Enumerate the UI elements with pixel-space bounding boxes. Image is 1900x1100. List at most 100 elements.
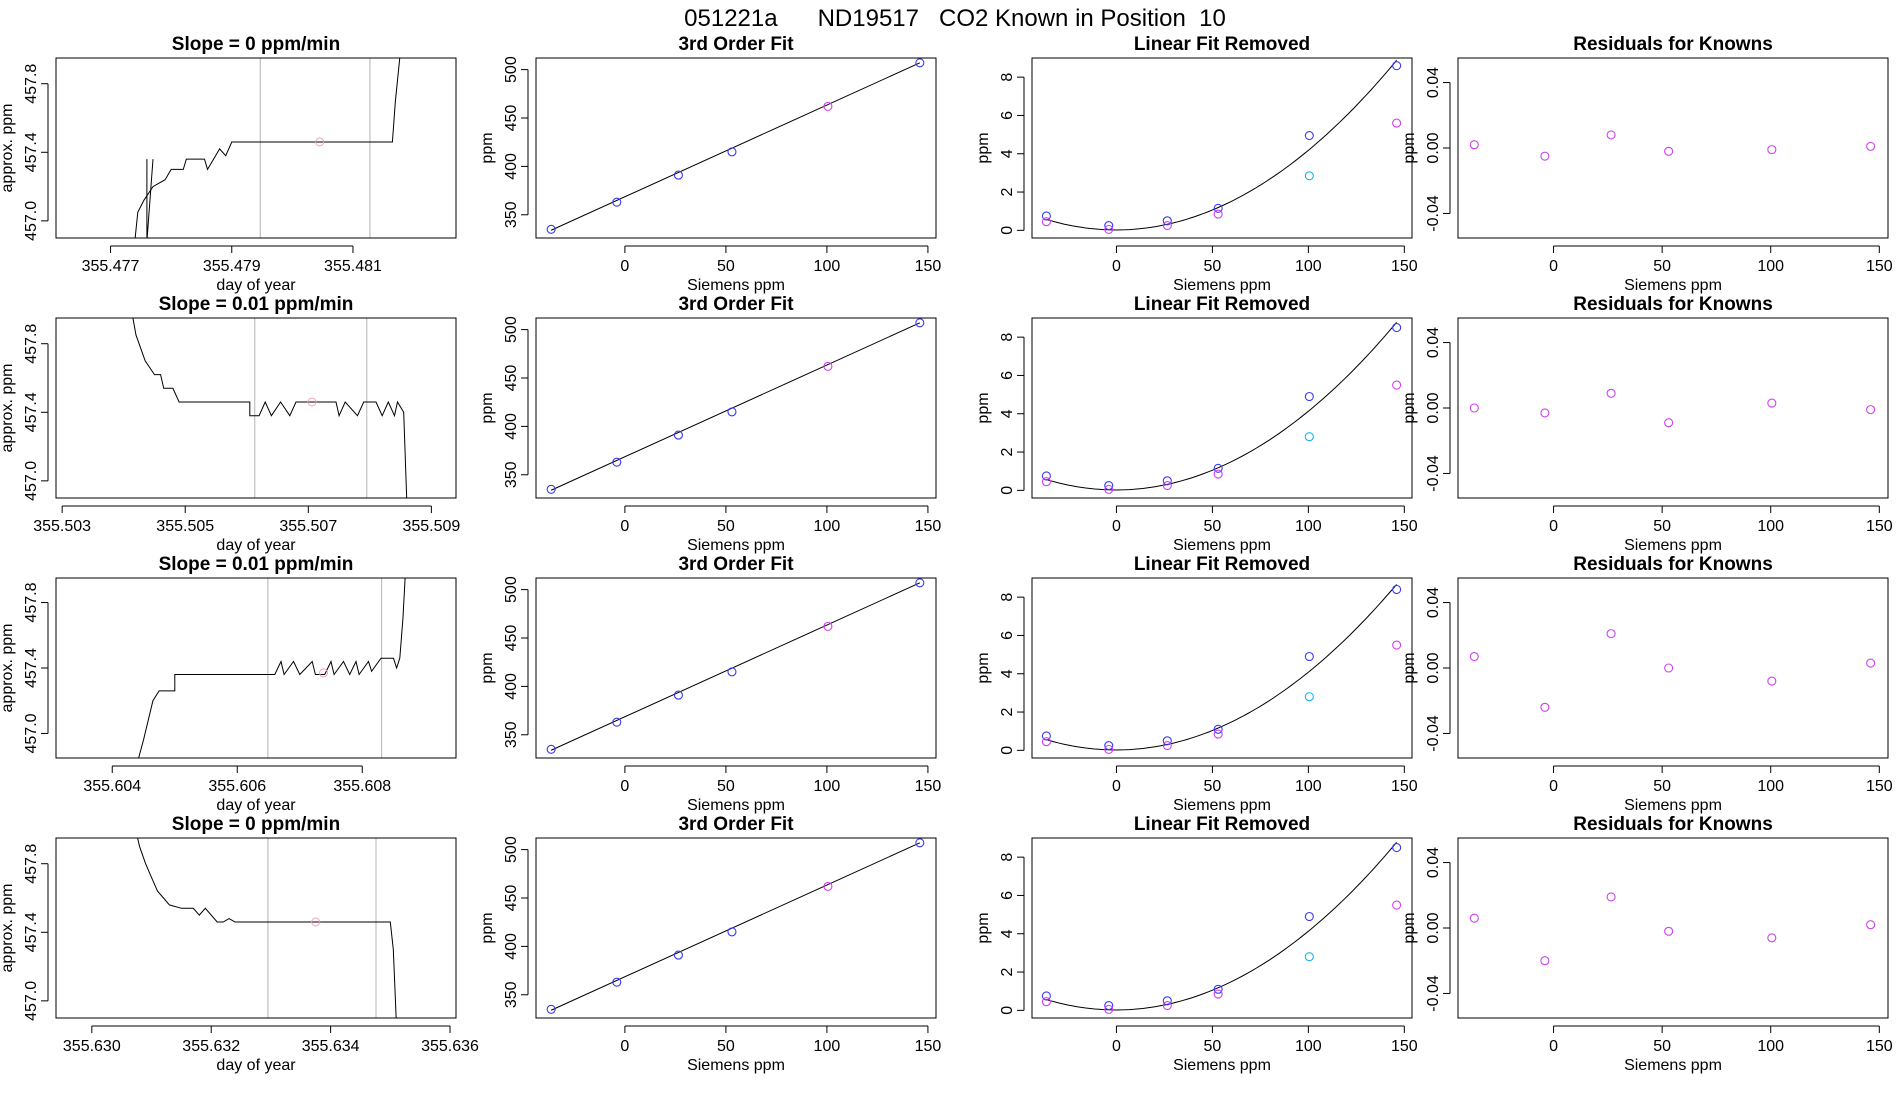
- y-tick-label: 450: [503, 885, 520, 912]
- panel-r1c1: Slope = 0 ppm/min 355.477 355.479 355.481 da…: [0, 34, 457, 294]
- y-axis-label: ppm: [975, 912, 992, 943]
- data-point: [823, 621, 833, 631]
- data-point: [1304, 432, 1314, 442]
- data-point: [1041, 737, 1051, 747]
- x-tick-label: 150: [1866, 518, 1893, 535]
- data-point: [1540, 702, 1550, 712]
- data-point: [1104, 224, 1114, 234]
- panel-r4c1: Slope = 0 ppm/min 355.630 355.632 355.634 35…: [0, 814, 479, 1074]
- plot-area: [1041, 321, 1402, 494]
- y-tick-label: 350: [503, 981, 520, 1008]
- panel-title: Linear Fit Removed: [1134, 814, 1310, 835]
- plot-area: [1041, 59, 1402, 234]
- data-point: [1041, 471, 1051, 481]
- data-point: [1392, 380, 1402, 390]
- y-tick-label: 0: [999, 226, 1016, 235]
- panel-title: 3rd Order Fit: [678, 294, 794, 315]
- data-point: [1304, 952, 1314, 962]
- mean-marker: [307, 397, 317, 407]
- data-series-line: [137, 838, 397, 1018]
- x-tick-label: 0: [620, 778, 629, 795]
- x-tick-label: 0: [620, 1038, 629, 1055]
- data-point: [1213, 469, 1223, 479]
- panel-r3c4: Residuals for Knowns 0 50 100 150 Siemens ppm…: [1401, 554, 1893, 814]
- x-axis-label: Siemens ppm: [687, 537, 785, 554]
- data-point: [727, 927, 737, 937]
- data-point: [1162, 741, 1172, 751]
- data-point: [1392, 61, 1402, 71]
- data-point: [1304, 651, 1314, 662]
- y-tick-label: 0.00: [1425, 132, 1442, 163]
- x-tick-label: 100: [1295, 518, 1322, 535]
- panel-title: Residuals for Knowns: [1573, 294, 1773, 315]
- panel-title: 3rd Order Fit: [678, 814, 794, 835]
- x-tick-label: 150: [915, 778, 942, 795]
- plot-frame: [55, 577, 457, 759]
- x-axis-label: day of year: [216, 797, 296, 814]
- panel-r2c2: 3rd Order Fit 0 50 100 150 Siemens ppm 350 400 4…: [479, 294, 941, 554]
- x-axis-label: Siemens ppm: [1624, 1057, 1722, 1074]
- data-point: [1304, 911, 1314, 922]
- x-tick-label: 50: [717, 518, 735, 535]
- plot-area: [137, 838, 397, 1018]
- y-tick-label: 457.4: [23, 392, 40, 432]
- data-point: [727, 147, 737, 157]
- data-point: [1392, 118, 1402, 128]
- x-tick-label: 355.503: [33, 518, 91, 535]
- plot-frame: [535, 57, 937, 239]
- y-tick-label: 0: [999, 1006, 1016, 1015]
- data-point: [1041, 211, 1051, 221]
- panel-title: Residuals for Knowns: [1573, 814, 1773, 835]
- data-point: [546, 224, 556, 234]
- x-tick-label: 150: [1866, 778, 1893, 795]
- data-point: [1469, 651, 1479, 662]
- y-axis-label: ppm: [1401, 912, 1418, 943]
- y-tick-label: 0: [999, 486, 1016, 495]
- y-axis-label: approx. ppm: [0, 364, 16, 453]
- x-tick-label: 0: [1549, 778, 1558, 795]
- x-tick-label: 355.606: [208, 778, 266, 795]
- y-axis-label: ppm: [1401, 132, 1418, 163]
- y-tick-label: 500: [503, 56, 520, 83]
- data-point: [1392, 640, 1402, 650]
- y-tick-label: 2: [999, 187, 1016, 196]
- plot-area: [546, 58, 925, 234]
- x-tick-label: 50: [1204, 518, 1222, 535]
- y-tick-label: 457.8: [23, 324, 40, 364]
- y-axis-label: approx. ppm: [0, 884, 16, 973]
- data-point: [1304, 692, 1314, 702]
- x-axis-label: Siemens ppm: [1173, 1057, 1271, 1074]
- x-tick-label: 0: [1112, 1038, 1121, 1055]
- y-tick-label: 6: [999, 631, 1016, 640]
- panel-r1c4: Residuals for Knowns 0 50 100 150 Siemens ppm…: [1401, 34, 1893, 294]
- x-tick-label: 50: [717, 258, 735, 275]
- fit-line: [550, 322, 921, 491]
- data-point: [1767, 676, 1777, 686]
- data-point: [673, 430, 683, 440]
- data-point: [915, 578, 925, 588]
- data-point: [1213, 984, 1223, 994]
- data-point: [1664, 926, 1674, 936]
- data-point: [1767, 145, 1777, 155]
- data-point: [1104, 741, 1114, 751]
- data-point: [1162, 1001, 1172, 1011]
- x-tick-label: 50: [1653, 258, 1671, 275]
- x-axis-label: day of year: [216, 537, 296, 554]
- y-tick-label: 400: [503, 153, 520, 180]
- data-point: [1664, 146, 1674, 156]
- y-tick-label: -0.04: [1425, 455, 1442, 492]
- x-tick-label: 100: [814, 518, 841, 535]
- data-point: [1866, 920, 1876, 930]
- fit-line: [550, 582, 921, 751]
- panel-r2c3: Linear Fit Removed 0 50 100 150 Siemens ppm 0 2…: [975, 294, 1418, 554]
- x-axis-label: Siemens ppm: [1173, 537, 1271, 554]
- y-tick-label: -0.04: [1425, 975, 1442, 1012]
- data-point: [546, 1004, 556, 1014]
- y-axis-label: ppm: [975, 132, 992, 163]
- data-point: [727, 667, 737, 677]
- y-tick-label: 8: [999, 73, 1016, 82]
- mean-marker: [311, 917, 321, 927]
- fit-curve: [1046, 584, 1397, 751]
- data-point: [1606, 130, 1616, 140]
- x-tick-label: 150: [915, 258, 942, 275]
